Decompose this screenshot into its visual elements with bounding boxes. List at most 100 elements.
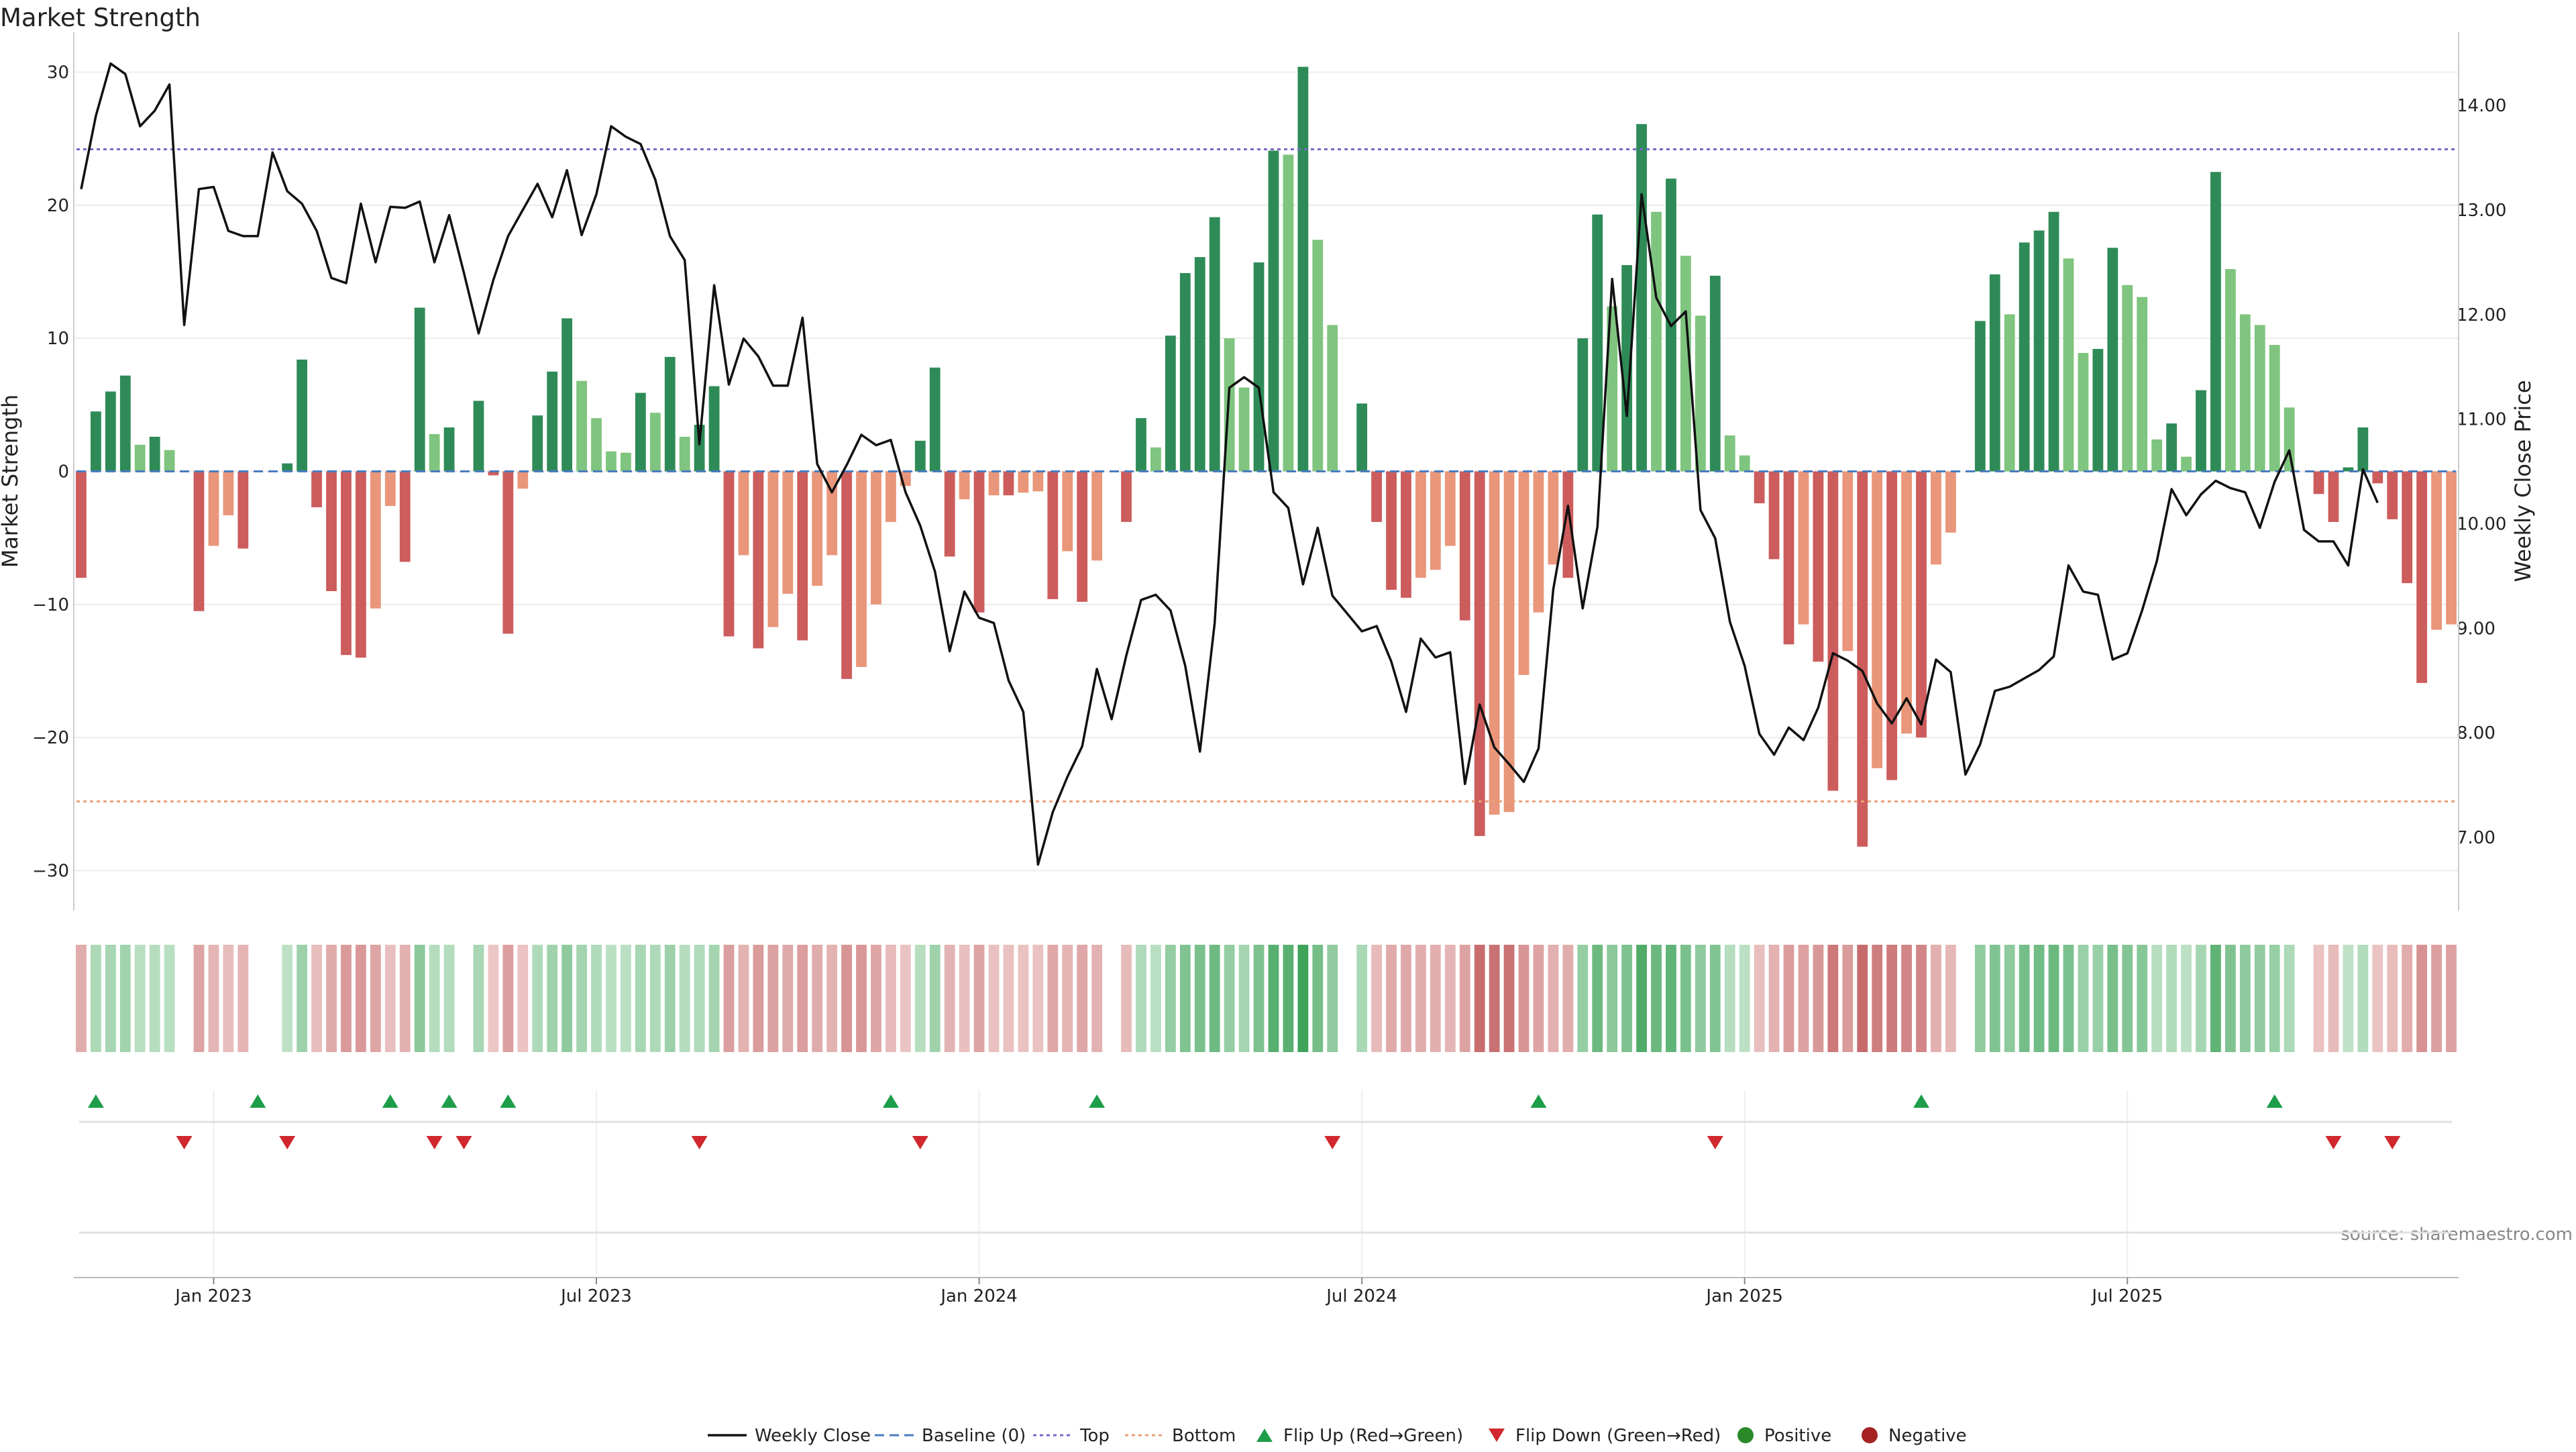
strength-bar bbox=[767, 471, 779, 627]
strength-bar bbox=[1754, 471, 1765, 504]
strength-bar bbox=[1901, 471, 1912, 734]
strength-bar bbox=[1886, 471, 1898, 780]
strength-bar bbox=[1989, 274, 2000, 472]
heat-cell bbox=[356, 945, 366, 1052]
strength-bar bbox=[91, 411, 101, 472]
strength-bar bbox=[223, 471, 234, 515]
heat-cell bbox=[1489, 945, 1500, 1052]
heat-cell bbox=[1739, 945, 1750, 1052]
heat-cell bbox=[635, 945, 646, 1052]
strength-bar bbox=[532, 415, 543, 472]
strength-bar bbox=[1489, 471, 1500, 815]
heat-cell bbox=[841, 945, 852, 1052]
heat-cell bbox=[502, 945, 514, 1052]
flip-up-marker bbox=[441, 1094, 458, 1108]
strength-bar bbox=[2357, 427, 2369, 472]
heat-cell bbox=[2431, 945, 2442, 1052]
heat-cell bbox=[1680, 945, 1691, 1052]
strength-bar bbox=[694, 425, 705, 472]
strength-bar bbox=[1150, 447, 1161, 472]
legend-label: Positive bbox=[1764, 1426, 1831, 1446]
strength-bar bbox=[2224, 269, 2236, 472]
strength-bar bbox=[1238, 387, 1250, 472]
strength-bar bbox=[547, 371, 558, 472]
heat-cell bbox=[1842, 945, 1854, 1052]
heat-cell bbox=[694, 945, 705, 1052]
heat-cell bbox=[1018, 945, 1029, 1052]
flip-down-marker bbox=[691, 1136, 708, 1149]
y-axis-title: Market Strength bbox=[0, 395, 23, 568]
heat-cell bbox=[914, 945, 926, 1052]
strength-bar bbox=[812, 471, 823, 586]
strength-bar bbox=[119, 375, 131, 472]
strength-bar bbox=[797, 471, 808, 641]
heat-cell bbox=[561, 945, 573, 1052]
heat-cell bbox=[237, 945, 249, 1052]
strength-bar bbox=[2284, 407, 2295, 472]
strength-bar bbox=[384, 471, 396, 507]
heat-cell bbox=[1077, 945, 1088, 1052]
y-tick-label: −20 bbox=[32, 728, 69, 748]
heat-cell bbox=[2372, 945, 2383, 1052]
heat-cell bbox=[1253, 945, 1265, 1052]
strength-bar bbox=[208, 471, 219, 546]
strength-bar bbox=[1121, 471, 1132, 522]
strength-bar bbox=[2269, 345, 2280, 472]
strength-bar bbox=[1297, 66, 1309, 472]
heat-cell bbox=[2224, 945, 2236, 1052]
heat-cell bbox=[591, 945, 602, 1052]
heat-cell bbox=[1813, 945, 1824, 1052]
heat-cell bbox=[708, 945, 720, 1052]
heat-cell bbox=[1607, 945, 1618, 1052]
heat-cell bbox=[738, 945, 749, 1052]
strength-bar bbox=[1209, 217, 1220, 472]
strength-bar bbox=[1518, 471, 1529, 675]
legend-label: Negative bbox=[1888, 1426, 1967, 1446]
heat-cell bbox=[488, 945, 499, 1052]
heat-cell bbox=[1562, 945, 1574, 1052]
strength-bar bbox=[1842, 471, 1854, 652]
strength-bar bbox=[1709, 275, 1721, 472]
flip-up-marker bbox=[2266, 1094, 2283, 1108]
strength-bar bbox=[826, 471, 838, 556]
strength-bar bbox=[1577, 338, 1589, 472]
strength-bar bbox=[1283, 154, 1294, 472]
strength-bar bbox=[708, 386, 720, 472]
heat-cell bbox=[517, 945, 529, 1052]
legend-label: Weekly Close bbox=[755, 1426, 871, 1446]
strength-bar bbox=[2151, 439, 2163, 472]
heat-cell bbox=[2033, 945, 2045, 1052]
heat-cell bbox=[1768, 945, 1780, 1052]
heat-cell bbox=[1459, 945, 1470, 1052]
strength-bar bbox=[473, 401, 484, 472]
heat-cell bbox=[1827, 945, 1839, 1052]
heat-cell bbox=[1297, 945, 1309, 1052]
strength-bar bbox=[1636, 123, 1647, 472]
strength-bar bbox=[2239, 314, 2251, 472]
heat-cell bbox=[2196, 945, 2206, 1052]
heat-cell bbox=[1945, 945, 1956, 1052]
heat-cell bbox=[679, 945, 690, 1052]
y2-tick-label: 7.00 bbox=[2457, 828, 2496, 848]
heat-cell bbox=[1194, 945, 1205, 1052]
strength-bar bbox=[1621, 265, 1633, 472]
heat-cell bbox=[2063, 945, 2074, 1052]
strength-bar bbox=[1503, 471, 1515, 813]
heat-cell bbox=[1636, 945, 1647, 1052]
flip-down-marker bbox=[2384, 1136, 2401, 1149]
strength-bar bbox=[841, 471, 852, 679]
heat-cell bbox=[2078, 945, 2089, 1052]
strength-bar bbox=[1312, 240, 1324, 472]
strength-bar bbox=[1194, 257, 1205, 472]
strength-bar bbox=[2019, 242, 2030, 472]
heat-cell bbox=[1989, 945, 2000, 1052]
heat-cell bbox=[1238, 945, 1250, 1052]
strength-bar bbox=[2210, 172, 2221, 472]
legend-label: Flip Up (Red→Green) bbox=[1283, 1426, 1463, 1446]
strength-bar bbox=[1739, 455, 1750, 472]
strength-bar bbox=[1179, 272, 1191, 472]
heat-cell bbox=[664, 945, 676, 1052]
heat-cell bbox=[1179, 945, 1191, 1052]
strength-bar bbox=[414, 307, 425, 472]
strength-bar bbox=[1945, 471, 1956, 533]
